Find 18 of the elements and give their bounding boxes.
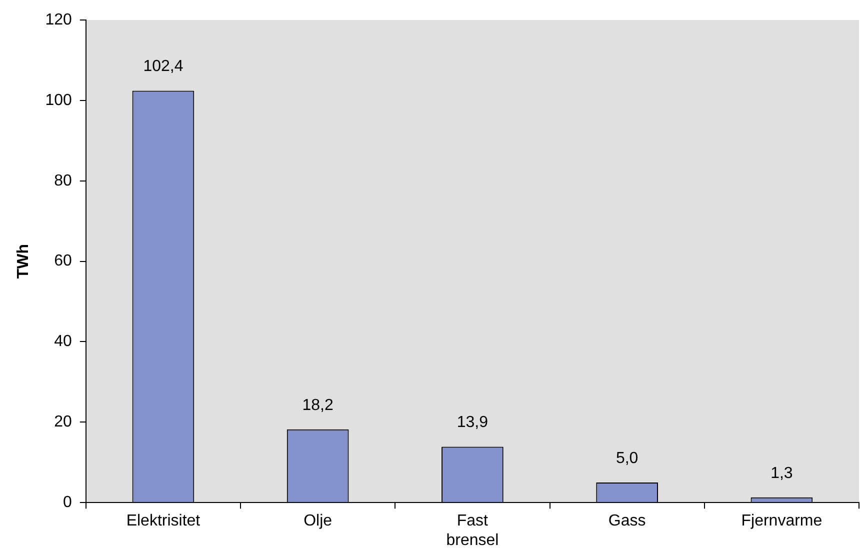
data-label: 18,2 bbox=[302, 396, 334, 414]
x-tick-label: Fjernvarme bbox=[741, 512, 822, 530]
y-tick-label: 20 bbox=[54, 414, 72, 431]
x-tick-label: Olje bbox=[304, 512, 332, 530]
y-tick-label: 80 bbox=[54, 172, 72, 190]
y-tick-label: 60 bbox=[54, 252, 72, 270]
data-label: 1,3 bbox=[770, 464, 793, 482]
x-tick-label: Fast brensel bbox=[446, 512, 499, 549]
y-tick-label: 40 bbox=[54, 333, 72, 350]
y-tick-label: 100 bbox=[45, 92, 72, 109]
x-tick-label: Gass bbox=[608, 512, 646, 530]
data-label: 102,4 bbox=[143, 58, 184, 76]
x-tick-label: Elektrisitet bbox=[126, 512, 201, 530]
data-label: 5,0 bbox=[616, 450, 638, 467]
data-label: 13,9 bbox=[456, 414, 488, 432]
y-tick-label: 0 bbox=[62, 494, 72, 512]
y-axis-title: TWh bbox=[15, 244, 32, 279]
y-tick-label: 120 bbox=[45, 11, 72, 28]
